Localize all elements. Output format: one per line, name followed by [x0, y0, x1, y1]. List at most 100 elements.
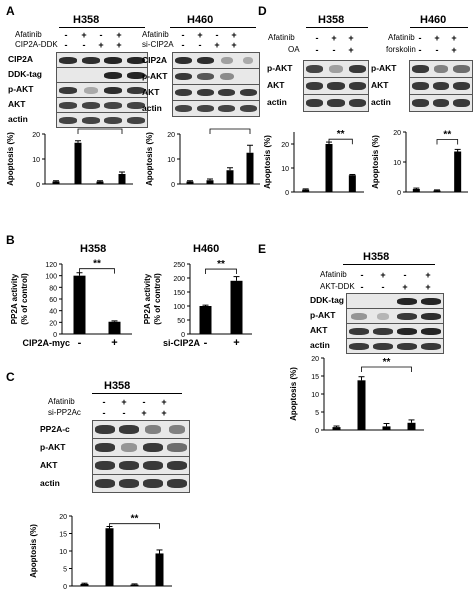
a-right-blot-strip-3	[172, 100, 260, 117]
B-left-bar-0	[73, 275, 86, 334]
C-bar-3	[155, 553, 164, 586]
D-left-sig-bracket	[328, 138, 353, 145]
c-blot-label-1: p-AKT	[40, 441, 66, 452]
e-band-2-3	[421, 327, 441, 335]
d-right-sign-r0-c1: +	[434, 33, 440, 43]
e-blot-label-0: DDK-tag	[310, 295, 344, 305]
a-left-band-3-2	[104, 101, 123, 109]
B-left-ytick-label-1: 20	[49, 320, 57, 327]
a-right-sign-r1-c3: +	[231, 40, 237, 50]
e-band-3-3	[421, 342, 441, 350]
d-left-blot-label-0: p-AKT	[267, 63, 293, 73]
chart-c: 0 5 10 15 20 Apoptosis (%) **	[29, 514, 172, 591]
c-band-2-1	[119, 461, 139, 470]
D-left-ytick-label-1: 10	[281, 166, 289, 173]
D-right-ytick-label-0: 0	[397, 190, 401, 197]
a-right-sign-r0-c1: +	[197, 30, 203, 40]
chart-b-left: 0 20 40 60 80 100 120 PP2A activity(% of contro…	[10, 259, 132, 349]
c-band-0-0	[95, 425, 115, 434]
C-sig-bracket	[109, 523, 160, 529]
a-left-band-3-3	[126, 101, 145, 109]
B-right-bar-1	[230, 280, 243, 334]
d-right-sign-r0-c2: +	[451, 33, 457, 43]
a-right-blot-strip-2	[172, 84, 260, 101]
B-left-sig-stars: **	[93, 259, 101, 270]
a-left-row-afatinib: Afatinib	[15, 30, 42, 39]
e-band-3-1	[373, 342, 393, 350]
A-left-ylabel: Apoptosis (%)	[6, 132, 15, 186]
D-right-sig-stars: **	[443, 130, 451, 141]
c-sign-r1-c1: -	[122, 408, 126, 418]
chart-a-right: 0 10 20 Apoptosis (%) **	[145, 128, 260, 189]
B-left-ytick-label-4: 80	[49, 285, 57, 292]
B-right-ytick-label-0: 0	[181, 332, 185, 339]
a-left-band-2-3	[126, 86, 145, 94]
a-left-sign-r0-c1: +	[81, 30, 87, 40]
B-right-ytick-label-1: 50	[177, 318, 185, 325]
C-ytick-label-1: 5	[63, 567, 67, 574]
a-left-sign-r1-c3: +	[116, 40, 122, 50]
a-left-row-cip2a-ddk: CIP2A-DDK	[15, 40, 58, 49]
c-sign-r0-c0: -	[102, 397, 106, 407]
c-sign-r0-c2: -	[142, 397, 146, 407]
A-left-sig-stars: **	[96, 128, 104, 130]
a-left-band-4-1	[81, 116, 100, 124]
B-right-ylabel-line1: PP2A activity	[143, 273, 152, 324]
d-right-band-2-2	[453, 99, 470, 107]
c-band-3-3	[167, 479, 187, 488]
a-right-row-afatinib: Afatinib	[142, 30, 169, 39]
a-right-sign-r1-c2: +	[214, 40, 220, 50]
E-bar-0	[332, 427, 341, 430]
B-left-bar-1	[108, 321, 121, 334]
D-right-ytick-label-1: 10	[393, 160, 401, 167]
e-row-akt-ddk: AKT-DDK	[320, 282, 355, 291]
c-band-3-0	[95, 479, 115, 488]
c-blot-label-3: actin	[40, 477, 60, 488]
D-left-bar-0	[302, 189, 310, 192]
c-row-afatinib: Afatinib	[48, 397, 75, 406]
d-right-band-0-1	[433, 65, 449, 73]
d-right-sign-r1-c0: -	[418, 45, 422, 55]
a-left-blot-label-4: actin	[8, 114, 28, 124]
a-left-blot-label-3: AKT	[8, 99, 26, 109]
C-bar-2	[130, 584, 139, 586]
c-band-0-1	[119, 425, 139, 434]
c-sign-r0-c1: +	[121, 397, 127, 407]
e-sign-r1-c1: -	[381, 282, 385, 292]
d-left-blot-strip-1	[303, 77, 369, 95]
E-sig-stars: **	[383, 357, 391, 368]
B-right-ytick-label-3: 150	[173, 290, 185, 297]
d-left-band-1-2	[348, 82, 366, 90]
a-right-band-3-1	[196, 104, 214, 113]
a-left-sign-r0-c2: -	[99, 30, 103, 40]
panel-label-d: D	[258, 4, 267, 18]
e-sign-r0-c3: +	[425, 270, 431, 280]
e-sign-r1-c0: -	[360, 282, 364, 292]
d-left-blot-strip-2	[303, 94, 369, 112]
d-left-sign-r1-c0: -	[315, 45, 319, 55]
e-blot-strip-2	[346, 323, 444, 339]
C-ylabel: Apoptosis (%)	[29, 524, 38, 578]
a-left-band-4-2	[104, 116, 123, 124]
e-blot-strip-3	[346, 338, 444, 354]
d-right-band-1-2	[453, 82, 470, 90]
a-right-band-0-0	[175, 56, 193, 65]
a-left-band-0-1	[81, 56, 100, 64]
b-right-title: H460	[193, 243, 220, 255]
d-left-row-afatinib: Afatinib	[268, 33, 295, 42]
d-right-band-0-0	[412, 65, 429, 73]
a-right-blot-label-3: actin	[142, 102, 162, 113]
c-sign-r1-c0: -	[102, 408, 106, 418]
e-row-afatinib: Afatinib	[320, 270, 347, 279]
e-blot-strip-0	[346, 293, 444, 309]
a-right-band-0-2	[220, 56, 233, 65]
a-right-band-1-2	[219, 72, 234, 81]
e-band-1-0	[351, 312, 367, 320]
d-right-row-forskolin: forskolin	[386, 45, 416, 54]
panel-label-a: A	[6, 4, 15, 18]
B-left-xname: CIP2A-myc	[22, 338, 70, 348]
panel-label-e: E	[258, 242, 267, 256]
chart-a-left: 0 10 20 Apoptosis (%) **	[6, 128, 133, 189]
c-row-si-pp2ac: si-PP2Ac	[48, 408, 81, 417]
e-blot-strip-1	[346, 308, 444, 324]
